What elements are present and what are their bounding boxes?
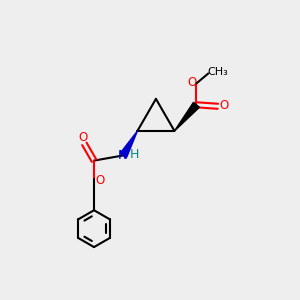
Text: O: O: [96, 174, 105, 187]
Text: O: O: [220, 99, 229, 112]
Text: O: O: [79, 131, 88, 144]
Polygon shape: [120, 131, 137, 158]
Text: N: N: [118, 149, 128, 162]
Text: CH₃: CH₃: [207, 67, 228, 77]
Polygon shape: [175, 102, 200, 131]
Text: H: H: [130, 148, 139, 161]
Text: O: O: [187, 76, 196, 89]
